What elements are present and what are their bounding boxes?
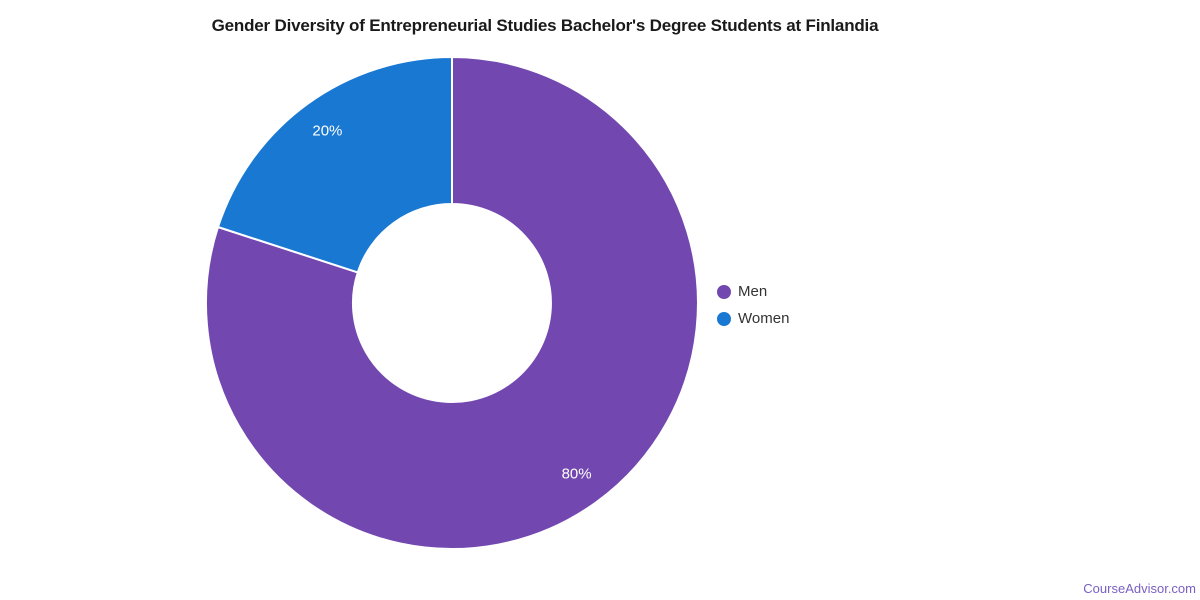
pie-slice-labels-group: 80% 20% — [312, 122, 591, 482]
legend-color-dot-icon — [717, 311, 731, 326]
slice-label-men: 80% — [562, 465, 592, 482]
chart-title: Gender Diversity of Entrepreneurial Stud… — [211, 16, 879, 35]
pie-slice-women[interactable] — [217, 56, 453, 274]
legend: Men Women — [717, 278, 789, 332]
legend-item-men[interactable]: Men — [717, 278, 789, 305]
pie-slices-group — [204, 56, 699, 550]
courseadvisor-watermark-link[interactable]: CourseAdvisor.com — [1083, 581, 1196, 596]
slice-label-women: 20% — [312, 122, 342, 139]
legend-item-women[interactable]: Women — [717, 305, 789, 332]
legend-label-women: Women — [738, 310, 790, 327]
legend-label-men: Men — [738, 283, 768, 300]
pie-slice-men[interactable] — [204, 56, 699, 550]
legend-color-dot-icon — [717, 284, 731, 299]
